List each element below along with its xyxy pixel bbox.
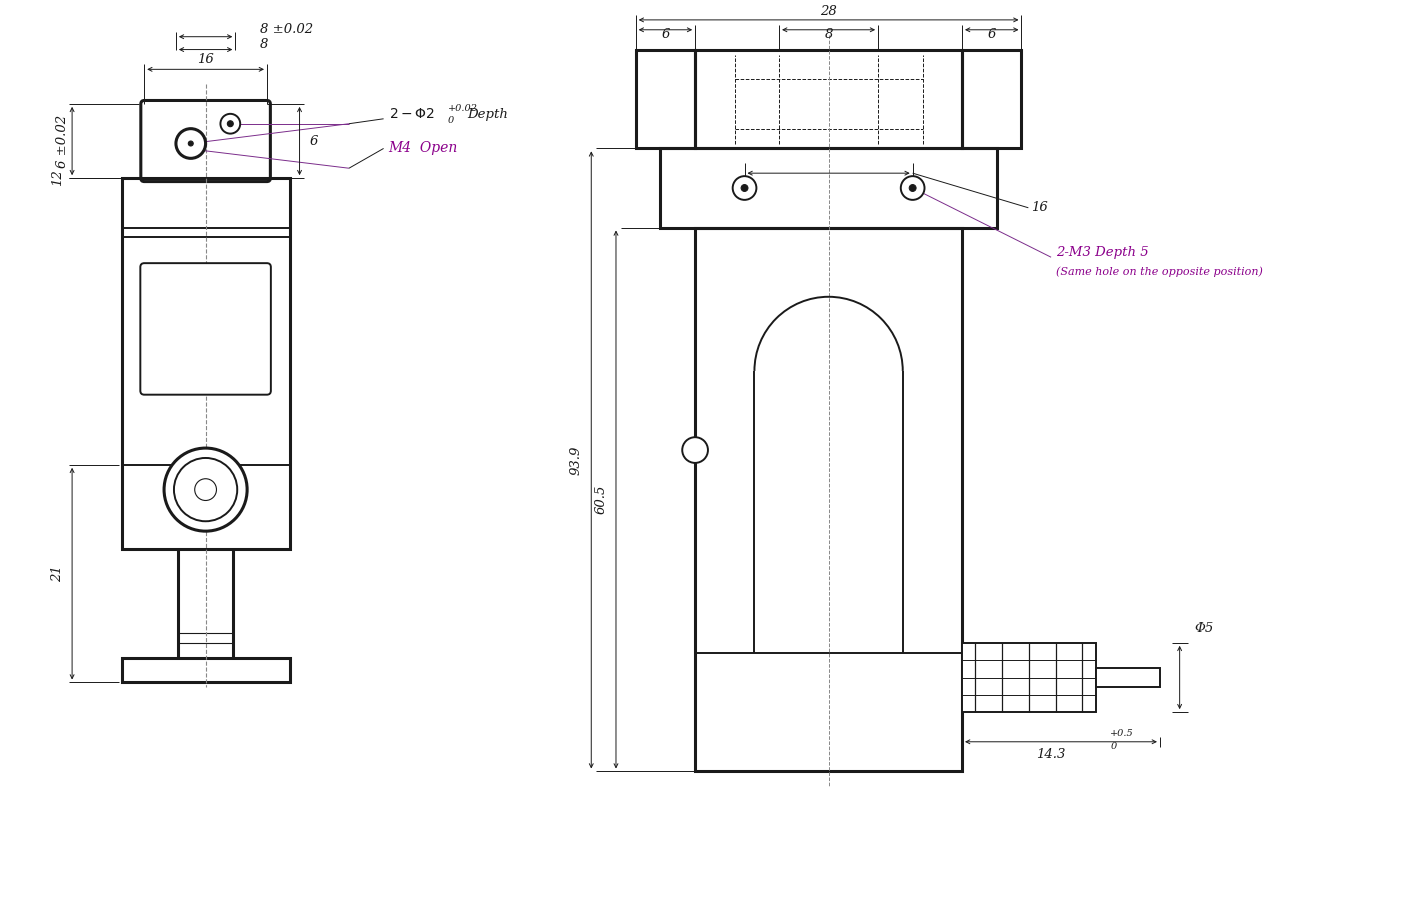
Circle shape [189,141,193,146]
Text: 6: 6 [661,28,670,41]
Bar [695,228,962,771]
Bar [660,149,996,228]
FancyBboxPatch shape [141,263,272,394]
Text: +0.02: +0.02 [447,105,478,113]
Text: 16: 16 [1031,201,1048,214]
Text: 93.9: 93.9 [570,446,582,474]
Bar [636,50,695,149]
Circle shape [194,479,217,501]
Text: 6: 6 [988,28,996,41]
Text: (Same hole on the opposite position): (Same hole on the opposite position) [1057,267,1263,278]
Circle shape [228,120,234,127]
Text: 16: 16 [197,53,214,66]
Text: 60.5: 60.5 [595,485,608,515]
Text: Φ5: Φ5 [1195,621,1214,634]
Text: 6 ±0.02: 6 ±0.02 [56,115,69,167]
Bar [121,658,290,683]
Bar [121,178,290,549]
Circle shape [682,437,708,463]
Circle shape [174,458,238,521]
Bar [962,643,1096,712]
Circle shape [165,448,248,531]
Text: 21: 21 [51,565,63,582]
Circle shape [741,185,749,191]
Circle shape [909,185,916,191]
Circle shape [176,129,205,158]
Text: 6: 6 [310,134,318,148]
Text: 12: 12 [51,170,63,187]
Bar [695,50,962,149]
Text: 0: 0 [1110,743,1117,751]
Text: 8: 8 [825,28,833,41]
Text: 8: 8 [260,38,269,51]
Text: $2-\Phi2$: $2-\Phi2$ [388,107,435,120]
Text: 28: 28 [820,6,837,18]
Text: 0: 0 [447,117,454,125]
Circle shape [221,114,241,133]
Bar [1096,667,1159,687]
FancyBboxPatch shape [141,100,270,182]
Text: M4  Open: M4 Open [388,142,457,155]
Text: 2-M3 Depth 5: 2-M3 Depth 5 [1057,245,1148,259]
Text: Depth: Depth [467,108,508,121]
Text: +0.5: +0.5 [1110,730,1134,738]
Text: 8 ±0.02: 8 ±0.02 [260,23,314,36]
Text: 14.3: 14.3 [1037,748,1065,761]
Circle shape [733,176,757,199]
Circle shape [900,176,924,199]
Bar [962,50,1021,149]
